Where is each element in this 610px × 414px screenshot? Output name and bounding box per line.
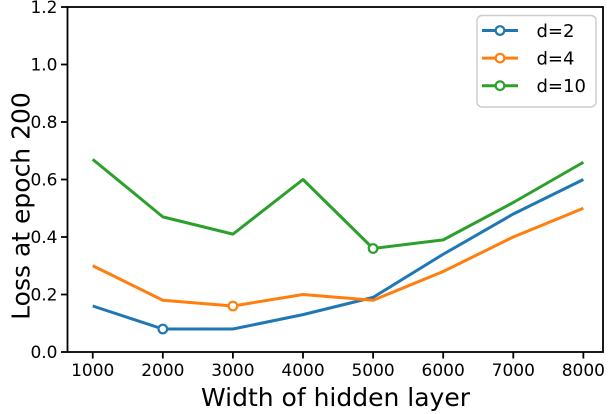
legend-marker-d-10 [494,80,506,92]
y-tick-label-1.0: 1.0 [30,56,57,76]
legend-box [476,14,597,108]
series-line-d-2 [92,178,585,331]
series-marker-d-2 [157,323,169,335]
x-tick-label-6000: 6000 [422,361,465,381]
x-tick-label-2000: 2000 [141,361,184,381]
x-tick-label-7000: 7000 [492,361,535,381]
x-tick-label-1000: 1000 [71,361,114,381]
y-tick-label-0.6: 0.6 [30,171,57,191]
legend-label-d-4: d=4 [537,49,575,70]
y-tick-label-1.2: 1.2 [30,0,57,18]
y-axis-label: Loss at epoch 200 [6,92,36,320]
x-tick-label-8000: 8000 [562,361,605,381]
series-line-d-4 [92,206,584,308]
series-line-d-10 [91,158,585,250]
y-tick-label-0.8: 0.8 [30,113,57,133]
x-tick-label-3000: 3000 [211,361,254,381]
x-axis-label: Width of hidden layer [200,383,471,412]
x-tick-label-5000: 5000 [351,361,394,381]
y-tick-label-0.4: 0.4 [30,228,57,248]
legend-marker-d-2 [494,25,506,36]
legend-label-d-2: d=2 [537,21,575,42]
y-tick-label-0.0: 0.0 [30,343,57,363]
legend-label-d-10: d=10 [537,76,586,97]
legend-marker-d-4 [494,52,506,64]
y-tick-label-0.2: 0.2 [30,286,57,306]
series-marker-d-4 [227,300,239,312]
x-tick-label-4000: 4000 [281,361,324,381]
series-marker-d-10 [367,243,379,254]
